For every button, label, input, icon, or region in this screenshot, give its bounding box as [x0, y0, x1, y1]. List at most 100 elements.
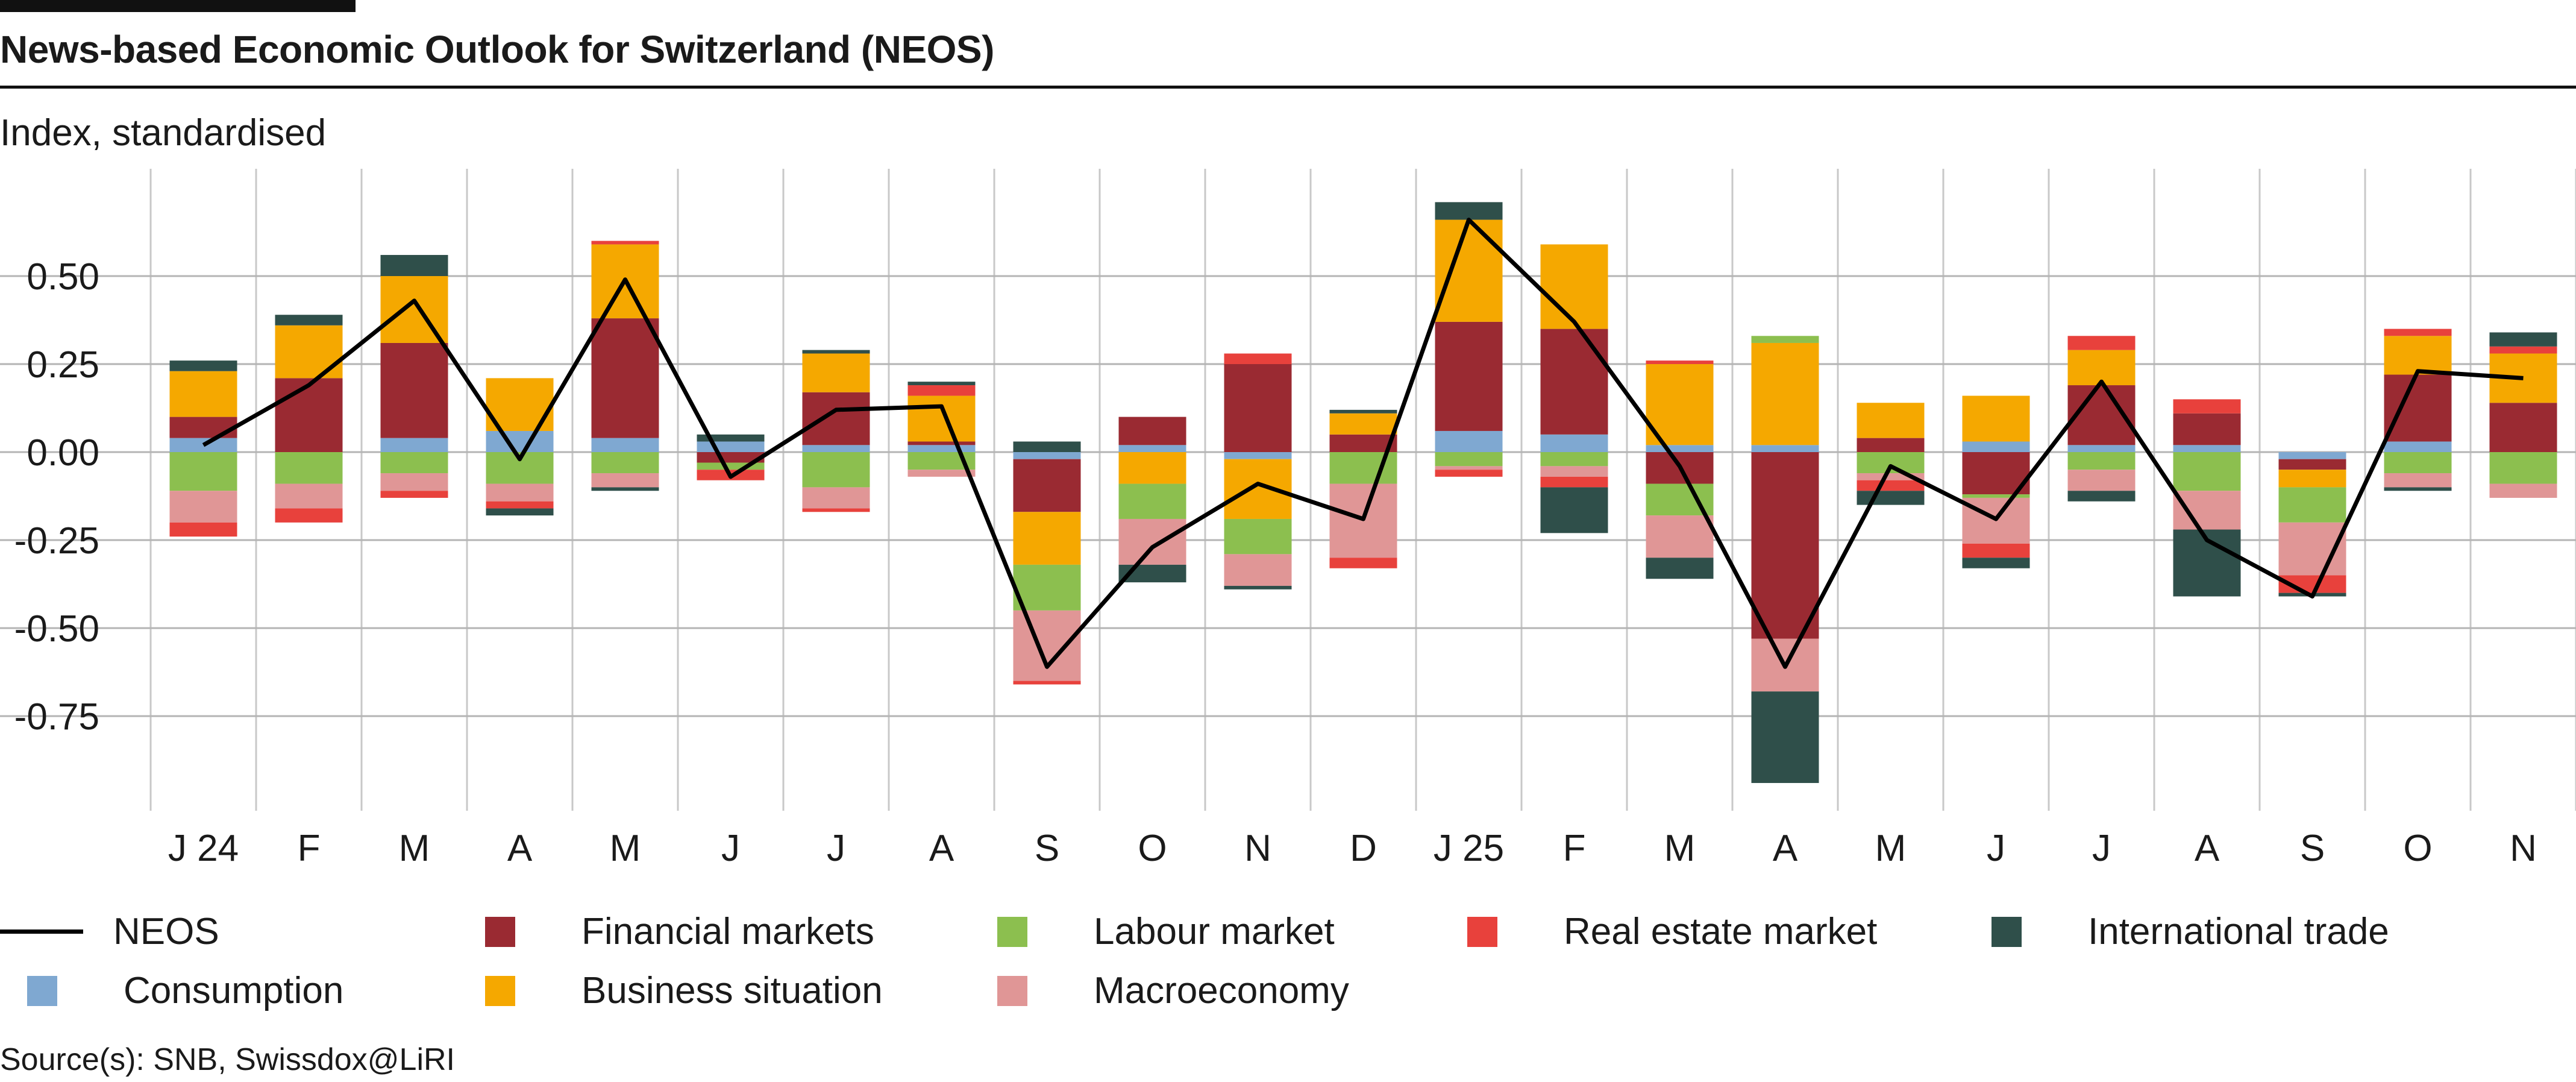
legend-swatch: [485, 975, 515, 1006]
bar-segment-business-situation: [275, 325, 343, 379]
bar-segment-consumption: [2173, 445, 2241, 452]
x-axis-tick-labels: J 24 F M A M J J A S O N D J 25 F M A M J J A S O N: [168, 828, 2537, 869]
bar-segment-financial-markets: [1751, 452, 1819, 639]
bar-segment-macroeconomy: [2489, 483, 2557, 498]
bar-segment-macroeconomy: [169, 491, 237, 523]
bar-segment-macroeconomy: [1435, 466, 1503, 470]
bar-segment-macroeconomy: [486, 483, 554, 502]
bar-segment-real-estate-market: [2173, 399, 2241, 414]
bar-segment-international-trade: [591, 487, 659, 491]
y-tick-label: 0.50: [27, 256, 99, 298]
bar-segment-financial-markets: [1013, 459, 1081, 512]
x-tick-label: S: [1035, 828, 1059, 869]
legend-swatch: [1992, 916, 2022, 947]
legend-swatch: [27, 975, 57, 1006]
title-divider: [0, 86, 2576, 89]
bar-segment-real-estate-market: [275, 508, 343, 523]
bar-segment-business-situation: [1646, 364, 1714, 445]
legend-label: NEOS: [113, 911, 219, 952]
bar-segment-international-trade: [1857, 491, 1925, 505]
bar-segment-consumption: [1540, 434, 1608, 452]
legend-item-neos: NEOS: [0, 910, 219, 953]
bar-segment-labour-market: [1962, 494, 2030, 498]
bar-segment-labour-market: [2067, 452, 2136, 470]
legend-label: Labour market: [1094, 911, 1335, 952]
source-note: Source(s): SNB, Swissdox@LiRI: [0, 1042, 455, 1077]
bar-segment-real-estate-market: [2067, 336, 2136, 350]
legend-swatch: [997, 916, 1027, 947]
bar-segment-business-situation: [2067, 350, 2136, 386]
x-tick-label: D: [1350, 828, 1377, 869]
header-accent-bar: [0, 0, 356, 12]
y-tick-label: 0.25: [27, 344, 99, 386]
bar-segment-real-estate-market: [1646, 360, 1714, 364]
bar-segment-international-trade: [1646, 558, 1714, 579]
bar-segment-international-trade: [1329, 409, 1397, 414]
bar-segment-labour-market: [2173, 452, 2241, 491]
neos-line: [202, 218, 2524, 669]
legend-swatch: [0, 929, 83, 934]
stacked-bar-chart: 0.50 0.25 0.00 -0.25 -0.50 -0.75 J 24 F M A M J J A S…: [0, 169, 2576, 869]
bar-segment-business-situation: [2384, 336, 2452, 375]
bar-segment-financial-markets: [1857, 438, 1925, 452]
x-tick-label: J: [721, 828, 740, 869]
bar-segment-financial-markets: [907, 441, 976, 445]
bar-segment-labour-market: [2278, 487, 2346, 523]
legend-swatch: [485, 916, 515, 947]
neos-line-layer: [202, 218, 2524, 669]
bar-segment-macroeconomy: [907, 470, 976, 477]
bar-segment-financial-markets: [2384, 374, 2452, 442]
x-tick-label: J: [1987, 828, 2005, 869]
bar-segment-macroeconomy: [802, 487, 870, 509]
legend: NEOS Financial markets Labour market Real e…: [0, 904, 2576, 1037]
bar-segment-labour-market: [2384, 452, 2452, 474]
y-tick-label: -0.50: [14, 608, 99, 650]
bar-segment-labour-market: [380, 452, 448, 474]
x-tick-label: M: [1875, 828, 1907, 869]
y-tick-label: -0.75: [14, 696, 99, 738]
bar-segment-international-trade: [2489, 332, 2557, 347]
bar-segment-business-situation: [1329, 413, 1397, 435]
bar-segment-macroeconomy: [1224, 554, 1292, 586]
bar-segment-consumption: [1224, 452, 1292, 459]
bar-segment-macroeconomy: [380, 473, 448, 491]
x-tick-label: A: [2195, 828, 2220, 869]
legend-label: Macroeconomy: [1094, 970, 1349, 1011]
bar-segment-real-estate-market: [380, 491, 448, 498]
legend-swatch: [1467, 916, 1497, 947]
bar-segment-real-estate-market: [2384, 329, 2452, 336]
bar-segment-international-trade: [802, 350, 870, 354]
bar-segment-consumption: [2067, 445, 2136, 452]
bar-segment-business-situation: [802, 353, 870, 392]
bar-segment-consumption: [591, 438, 659, 452]
bar-segment-macroeconomy: [1857, 473, 1925, 480]
bar-segment-macroeconomy: [1646, 515, 1714, 558]
bar-segment-labour-market: [169, 452, 237, 491]
bar-segment-real-estate-market: [591, 241, 659, 245]
bar-segment-financial-markets: [1435, 321, 1503, 431]
bar-segment-real-estate-market: [1540, 476, 1608, 488]
bar-segment-international-trade: [169, 360, 237, 371]
bar-segment-financial-markets: [1540, 329, 1608, 435]
x-tick-label: O: [1138, 828, 1167, 869]
x-tick-label: A: [507, 828, 533, 869]
bar-segment-labour-market: [697, 462, 765, 470]
legend-item-financial-markets: Financial markets: [485, 910, 874, 953]
bar-segment-macroeconomy: [1013, 610, 1081, 681]
bar-segment-labour-market: [1224, 518, 1292, 555]
bar-segment-financial-markets: [169, 417, 237, 438]
bar-segment-international-trade: [275, 315, 343, 326]
bar-segment-macroeconomy: [1540, 466, 1608, 477]
bar-segment-financial-markets: [2278, 459, 2346, 470]
bar-segment-labour-market: [1751, 336, 1819, 343]
bar-segment-business-situation: [907, 395, 976, 442]
bar-segment-macroeconomy: [2173, 491, 2241, 530]
bar-segment-financial-markets: [275, 378, 343, 452]
legend-item-business-situation: Business situation: [485, 969, 883, 1012]
legend-item-real-estate-market: Real estate market: [1467, 910, 1877, 953]
bar-segment-international-trade: [1224, 585, 1292, 590]
bar-segment-financial-markets: [591, 318, 659, 438]
bar-segment-consumption: [802, 445, 870, 452]
legend-item-consumption: Consumption: [27, 969, 343, 1012]
bar-segment-international-trade: [1751, 691, 1819, 783]
